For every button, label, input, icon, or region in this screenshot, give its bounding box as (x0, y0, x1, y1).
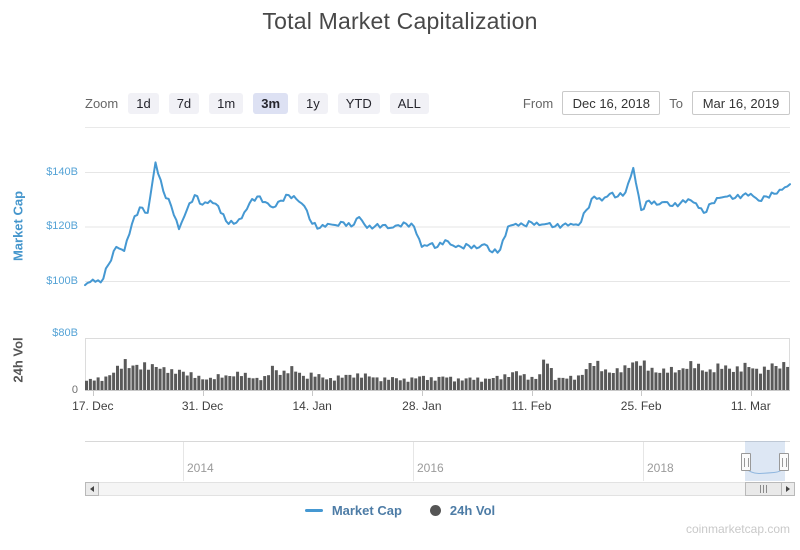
zoom-button-3m[interactable]: 3m (253, 92, 289, 114)
scrollbar-track[interactable] (85, 482, 795, 496)
range-controls: Zoom 1d 7d 1m 3m 1y YTD ALL From To (85, 90, 790, 116)
navigator-year-2014: 2014 (187, 461, 214, 475)
navigator-year-2018: 2018 (647, 461, 674, 475)
legend-item-24h-vol[interactable]: 24h Vol (449, 503, 496, 518)
arrow-right-icon (786, 486, 790, 492)
navigator-year-2016: 2016 (417, 461, 444, 475)
volume-axis-title: 24h Vol (10, 337, 26, 383)
scrollbar-thumb[interactable] (745, 482, 782, 496)
from-label: From (522, 95, 554, 111)
market-cap-tick-140: $140B (46, 165, 78, 178)
scrollbar-right-button[interactable] (781, 482, 795, 496)
x-tick-17-dec: 17. Dec (72, 399, 114, 413)
x-tick-25-feb: 25. Feb (620, 399, 662, 413)
zoom-button-all[interactable]: ALL (389, 92, 429, 114)
x-tick-28-jan: 28. Jan (402, 399, 442, 413)
volume-tick-0: 0 (71, 384, 78, 396)
navigator-selection[interactable] (745, 441, 785, 481)
arrow-left-icon (90, 486, 94, 492)
volume-tick-80: $80B (52, 327, 78, 339)
zoom-button-1d[interactable]: 1d (128, 92, 159, 114)
zoom-buttons: 1d 7d 1m 3m 1y YTD ALL (128, 92, 429, 114)
handle-grip-icon (743, 457, 749, 467)
x-tick-14-jan: 14. Jan (292, 399, 332, 413)
zoom-button-1m[interactable]: 1m (209, 92, 244, 114)
page-title: Total Market Capitalization (262, 8, 538, 34)
handle-grip-icon (781, 457, 787, 467)
legend-item-market-cap[interactable]: Market Cap (331, 503, 402, 518)
watermark: coinmarketcap.com (685, 522, 790, 536)
zoom-label: Zoom (85, 95, 119, 111)
zoom-button-7d[interactable]: 7d (168, 92, 200, 114)
x-tick-31-dec: 31. Dec (181, 399, 224, 413)
to-date-input[interactable] (692, 91, 790, 115)
thumb-grip-icon (760, 485, 767, 493)
market-cap-tick-120: $120B (46, 220, 78, 233)
x-tick-11-feb: 11. Feb (511, 399, 552, 413)
scrollbar-left-button[interactable] (85, 482, 99, 496)
market-cap-tick-100: $100B (46, 275, 78, 287)
chart-legend: Market Cap 24h Vol (0, 503, 800, 518)
from-date-input[interactable] (562, 91, 661, 115)
to-label: To (669, 95, 683, 111)
zoom-button-ytd[interactable]: YTD (337, 92, 380, 114)
x-tick-11-mar: 11. Mar (730, 399, 771, 413)
navigator-right-handle[interactable] (779, 453, 789, 471)
navigator-left-handle[interactable] (741, 453, 751, 471)
zoom-button-1y[interactable]: 1y (298, 92, 328, 114)
market-cap-line-icon (304, 509, 323, 512)
volume-dot-icon (429, 505, 441, 516)
